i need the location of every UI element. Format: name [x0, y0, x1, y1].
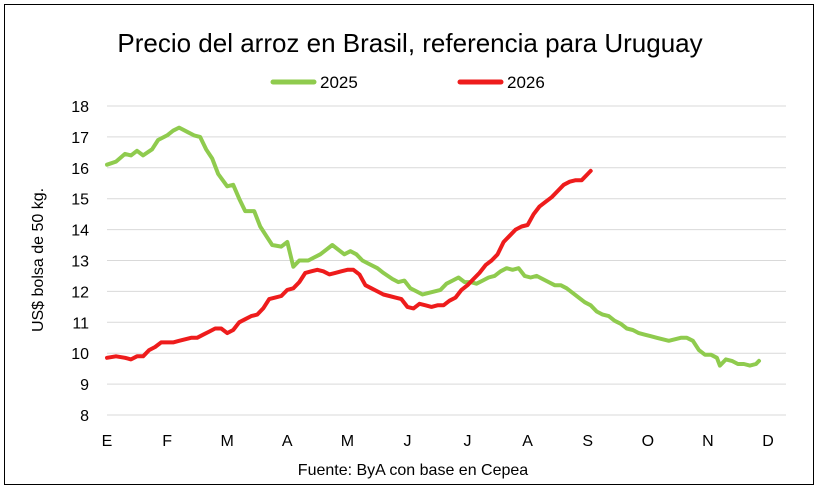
x-tick-label: A — [282, 433, 293, 450]
legend-label-2026: 2026 — [507, 73, 545, 92]
x-tick-label: F — [162, 433, 172, 450]
x-tick-label: J — [464, 433, 472, 450]
y-axis-label: US$ bolsa de 50 kg. — [30, 188, 47, 332]
y-axis-ticks: 8 9 10 11 12 13 14 15 16 17 18 — [71, 99, 89, 425]
series-line-2026 — [105, 168, 593, 362]
source-note: Fuente: ByA con base en Cepea — [298, 462, 528, 479]
x-tick-label: D — [762, 433, 774, 450]
y-tick-label: 12 — [71, 284, 89, 301]
x-tick-label: E — [102, 433, 113, 450]
legend-label-2025: 2025 — [320, 73, 358, 92]
y-tick-label: 14 — [71, 223, 89, 240]
x-tick-label: M — [221, 433, 234, 450]
y-tick-label: 13 — [71, 254, 89, 271]
series-line-2025 — [105, 125, 761, 368]
y-tick-label: 9 — [80, 377, 89, 394]
x-tick-label: M — [341, 433, 354, 450]
y-tick-label: 11 — [72, 315, 89, 332]
legend: 2025 2026 — [270, 73, 545, 92]
x-tick-label: A — [522, 433, 533, 450]
series-lines — [105, 125, 761, 368]
chart-title: Precio del arroz en Brasil, referencia p… — [117, 28, 702, 58]
y-tick-label: 8 — [80, 408, 89, 425]
x-tick-label: J — [403, 433, 411, 450]
gridlines — [107, 105, 786, 416]
chart-frame — [4, 4, 814, 485]
y-tick-label: 10 — [71, 346, 89, 363]
y-tick-label: 17 — [71, 130, 89, 147]
y-tick-label: 18 — [71, 99, 89, 116]
y-tick-label: 16 — [71, 161, 89, 178]
x-tick-label: S — [582, 433, 593, 450]
x-tick-label: N — [702, 433, 714, 450]
x-tick-label: O — [642, 433, 654, 450]
y-tick-label: 15 — [71, 192, 89, 209]
